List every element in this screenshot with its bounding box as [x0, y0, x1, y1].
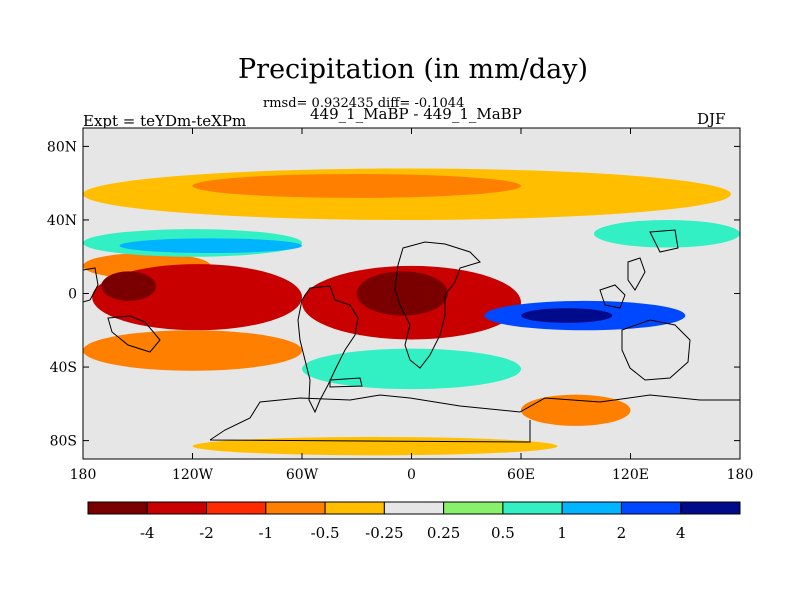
north-america-stub-coastline [83, 267, 161, 353]
maritime-continent-coastline [599, 229, 679, 309]
y-tick-label: 80N [47, 139, 77, 155]
colorbar-box [87, 501, 148, 515]
heat-region-indian-ocean-core [521, 308, 613, 323]
x-tick-label: 180 [70, 467, 97, 483]
colorbar-box [502, 501, 563, 515]
heat-region-antarctic-deficit [192, 436, 558, 456]
colorbar-label: 1 [557, 524, 567, 542]
y-tick-label: 40N [47, 213, 77, 229]
south-america-coastline [297, 285, 359, 414]
coastline-layer [83, 229, 740, 443]
antarctica-coastline [209, 394, 740, 443]
heatmap-layer [83, 168, 740, 456]
x-tick-label: 120E [612, 467, 649, 483]
heat-region-east-asia-surplus [594, 219, 740, 248]
colorbar-box [324, 501, 385, 515]
stats-text: rmsd= 0.932435 diff= -0.1044 [263, 96, 465, 111]
y-axis: 80N 40N 0 40S 80S [47, 139, 740, 450]
colorbar: -4 -2 -1 -0.5 -0.25 0.25 0.5 1 2 4 [87, 501, 741, 542]
colorbar-box [383, 501, 445, 515]
season-label: DJF [697, 110, 726, 128]
colorbar-label: 0.5 [491, 524, 515, 542]
heat-region-southern-surplus-band [302, 348, 521, 390]
colorbar-label: -0.25 [365, 524, 403, 542]
colorbar-box [265, 501, 326, 515]
x-axis: 180 120W 60W 0 60E 120E 180 [70, 128, 754, 483]
colorbar-label: 0.25 [427, 524, 460, 542]
heat-region-pacific-deficit-core [101, 271, 156, 301]
heat-region-north-subtropical-surplus [119, 238, 302, 254]
x-tick-label: 0 [407, 467, 416, 483]
colorbar-box [443, 501, 504, 515]
y-tick-label: 0 [68, 287, 77, 303]
y-tick-label: 80S [50, 434, 77, 450]
y-tick-label: 40S [50, 360, 77, 376]
x-tick-label: 180 [727, 467, 754, 483]
x-tick-label: 60E [507, 467, 535, 483]
ice-shelf-outline [329, 377, 363, 388]
colorbar-box [206, 501, 267, 515]
colorbar-label: 2 [617, 524, 627, 542]
heat-region-southern-ocean-deficit [521, 394, 631, 426]
x-tick-label: 120W [172, 467, 214, 483]
colorbar-box [146, 501, 208, 515]
australia-coastline [621, 319, 691, 381]
colorbar-label: 4 [676, 524, 686, 542]
heat-region-southern-pacific-deficit [83, 330, 302, 371]
chart-title: Precipitation (in mm/day) [238, 54, 588, 85]
colorbar-label: -2 [199, 524, 214, 542]
africa-coastline [394, 241, 481, 369]
colorbar-label: -4 [140, 524, 155, 542]
heat-region-arctic-orange-core [192, 173, 521, 198]
x-tick-label: 60W [286, 467, 319, 483]
colorbar-box [680, 501, 741, 515]
heat-region-tropical-atlantic-core [356, 271, 448, 316]
experiment-label: Expt = teYDm-teXPm [83, 112, 247, 130]
colorbar-label: -0.5 [311, 524, 340, 542]
colorbar-label: -1 [259, 524, 274, 542]
colorbar-box [620, 501, 682, 515]
experiment-subtitle: 449_1_MaBP - 449_1_MaBP [310, 105, 522, 123]
colorbar-box [561, 501, 622, 515]
